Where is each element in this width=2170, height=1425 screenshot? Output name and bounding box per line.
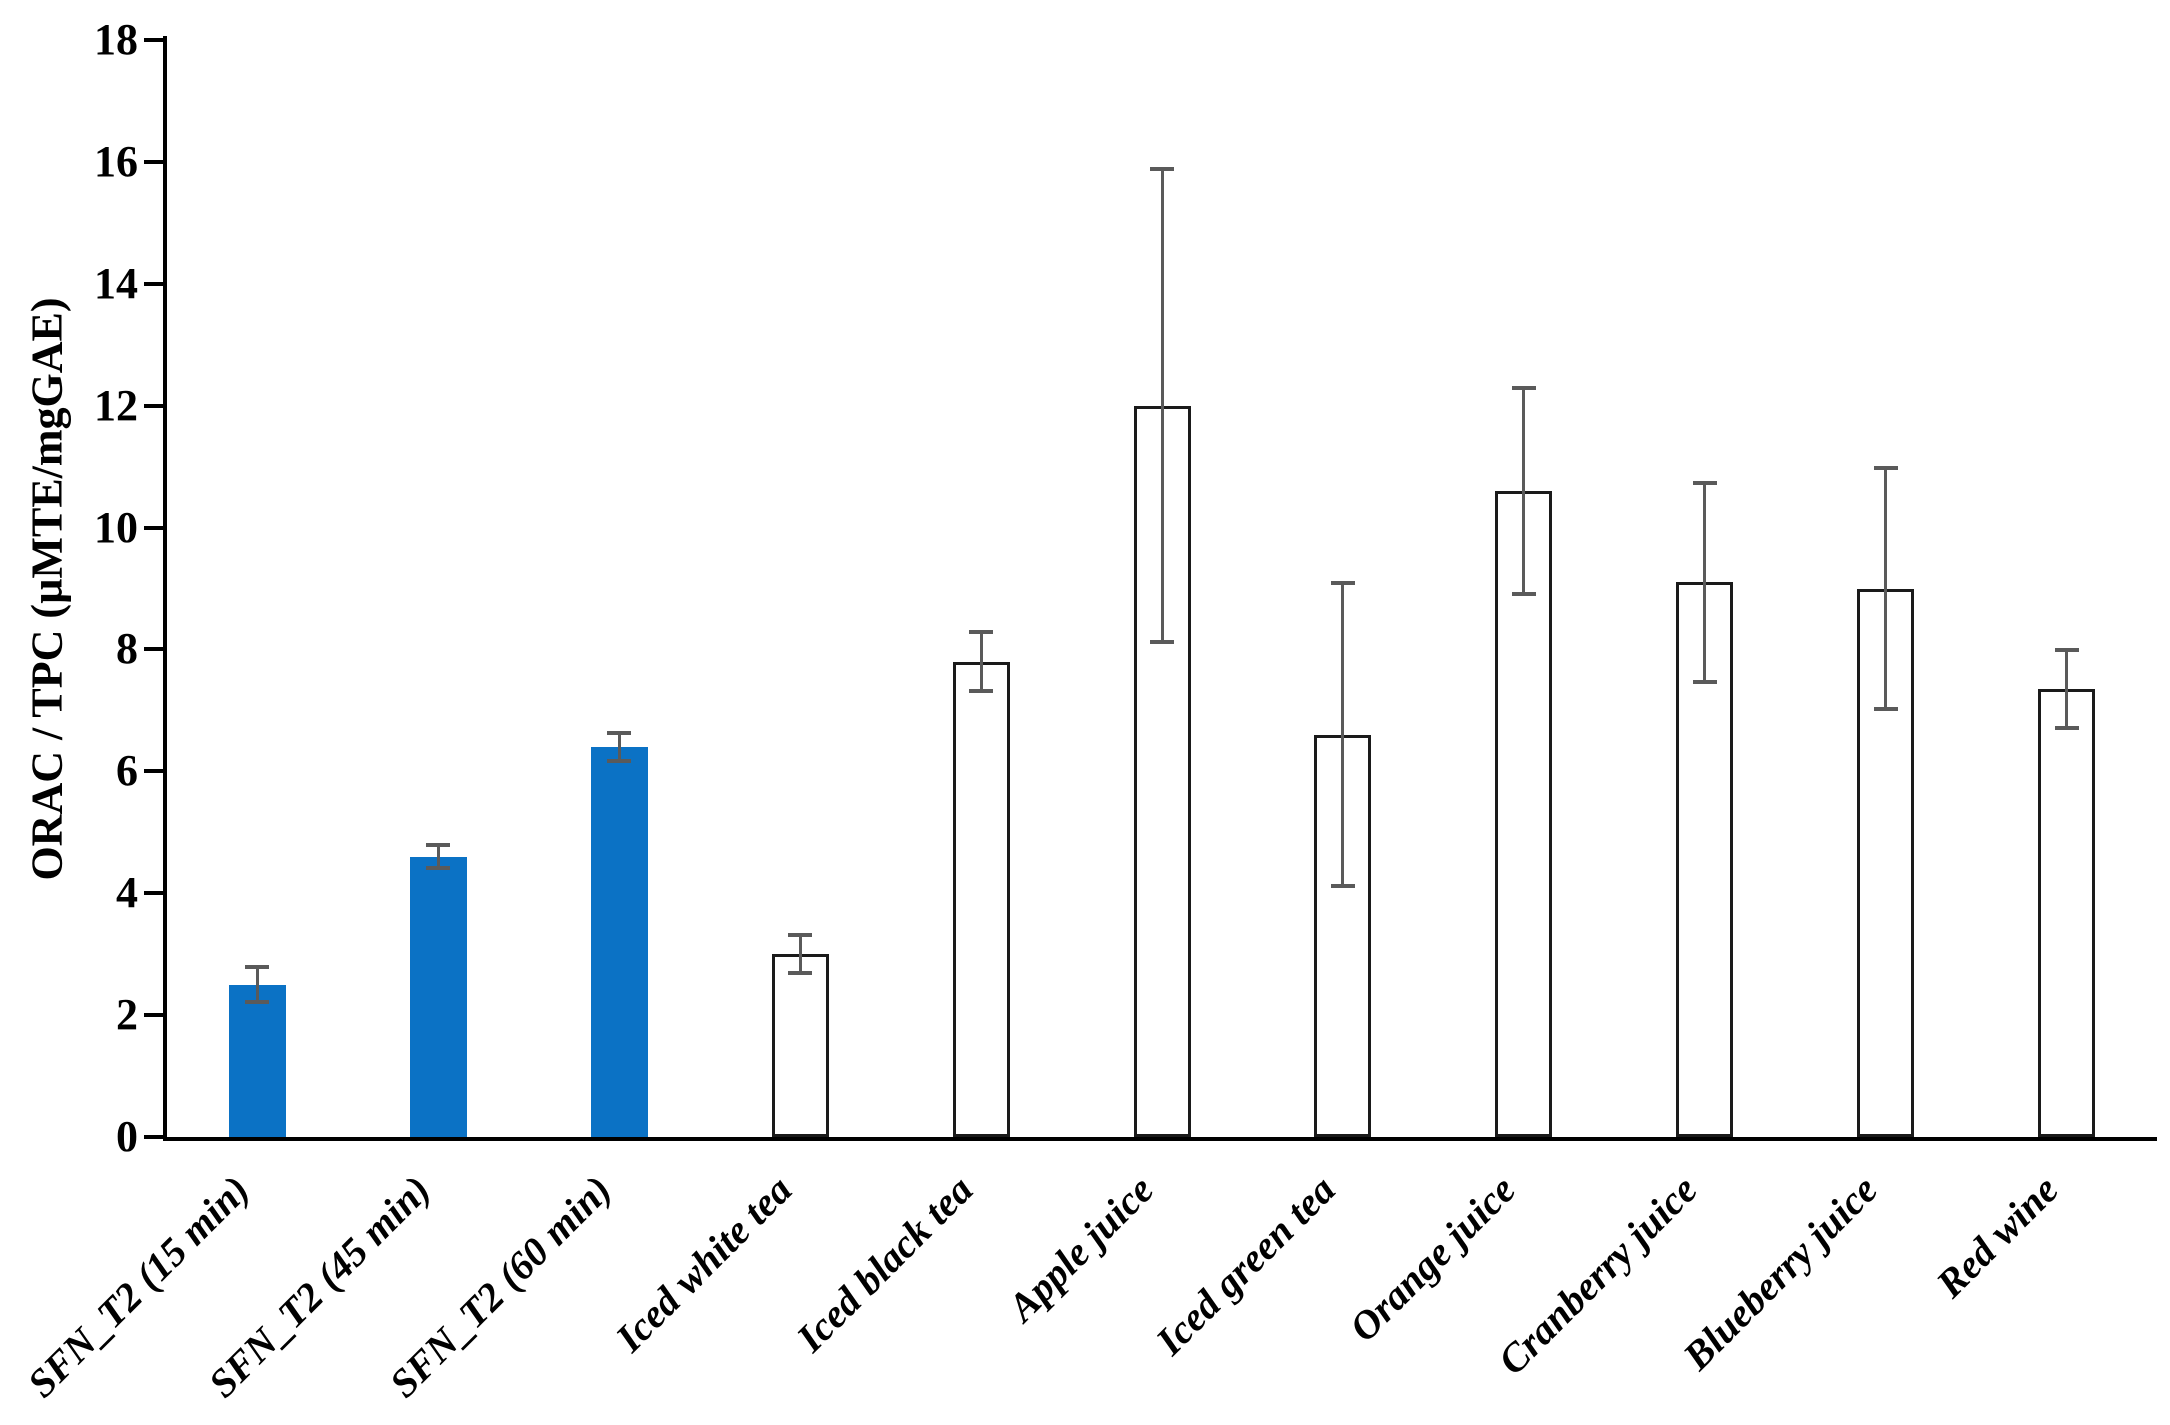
x-tick-label: Orange juice — [1340, 1166, 1525, 1351]
y-tick-mark — [144, 403, 163, 408]
error-bar-line — [798, 934, 802, 975]
y-tick-label: 18 — [94, 15, 138, 64]
bar — [2038, 689, 2096, 1137]
error-bar-cap-top — [1692, 480, 1717, 485]
y-tick-mark — [144, 38, 163, 42]
y-axis-line — [163, 36, 167, 1141]
error-bar-cap-bottom — [1873, 707, 1898, 712]
bar — [952, 661, 1010, 1137]
y-tick-label: 2 — [116, 990, 138, 1040]
y-tick-mark — [144, 525, 163, 530]
x-tick-label: Red wine — [1927, 1166, 2068, 1307]
bar — [590, 746, 648, 1137]
error-bar-line — [1703, 481, 1707, 683]
error-bar-cap-top — [788, 933, 813, 938]
y-tick-mark — [144, 769, 163, 774]
x-tick-label: Iced green tea — [1146, 1166, 1344, 1364]
y-tick-label: 4 — [116, 868, 138, 918]
y-tick-label: 0 — [116, 1112, 138, 1161]
error-bar-line — [1884, 466, 1888, 711]
x-tick-label: Apple juice — [999, 1166, 1163, 1330]
error-bar-line — [2065, 649, 2069, 729]
y-tick-label: 16 — [94, 136, 138, 186]
y-tick-label: 12 — [94, 380, 138, 430]
error-bar-line — [255, 966, 259, 1003]
error-bar-cap-top — [1873, 465, 1898, 470]
x-axis-line — [163, 1137, 2157, 1141]
error-bar-cap-bottom — [1330, 884, 1355, 889]
error-bar-cap-top — [245, 965, 270, 970]
bar — [409, 856, 467, 1137]
error-bar-cap-bottom — [2054, 725, 2079, 730]
y-tick-label: 8 — [116, 624, 138, 674]
error-bar-cap-bottom — [788, 971, 813, 976]
error-bar-line — [1522, 387, 1526, 595]
error-bar-cap-top — [969, 630, 994, 635]
bar — [228, 984, 286, 1137]
error-bar-cap-top — [1150, 166, 1174, 171]
error-bar-cap-bottom — [245, 999, 270, 1004]
error-bar-cap-bottom — [1692, 679, 1717, 684]
error-bar-cap-bottom — [426, 865, 451, 870]
error-bar-cap-bottom — [1511, 591, 1536, 596]
y-tick-mark — [144, 1135, 163, 1139]
x-tick-label: Iced white tea — [607, 1166, 801, 1361]
error-bar-cap-top — [426, 843, 451, 848]
error-bar-line — [617, 731, 621, 763]
x-tick-label: Iced black tea — [788, 1166, 982, 1361]
error-bar-cap-top — [607, 730, 632, 735]
bar — [771, 954, 829, 1137]
bar — [1495, 490, 1553, 1137]
error-bar-line — [1341, 582, 1345, 888]
error-bar-line — [436, 844, 440, 869]
y-tick-label: 14 — [94, 258, 138, 308]
error-bar-cap-bottom — [1150, 640, 1174, 645]
y-tick-mark — [144, 647, 163, 652]
y-tick-mark — [144, 159, 163, 164]
y-tick-mark — [144, 891, 163, 896]
error-bar-cap-top — [2054, 648, 2079, 653]
error-bar-cap-bottom — [969, 689, 994, 694]
error-bar-line — [1160, 167, 1164, 644]
y-tick-mark — [144, 281, 163, 286]
error-bar-cap-top — [1511, 386, 1536, 391]
error-bar-cap-top — [1330, 581, 1355, 586]
y-tick-label: 10 — [94, 502, 138, 552]
error-bar-cap-bottom — [607, 759, 632, 764]
error-bar-line — [979, 631, 983, 693]
y-tick-label: 6 — [116, 746, 138, 796]
y-tick-mark — [144, 1013, 163, 1018]
